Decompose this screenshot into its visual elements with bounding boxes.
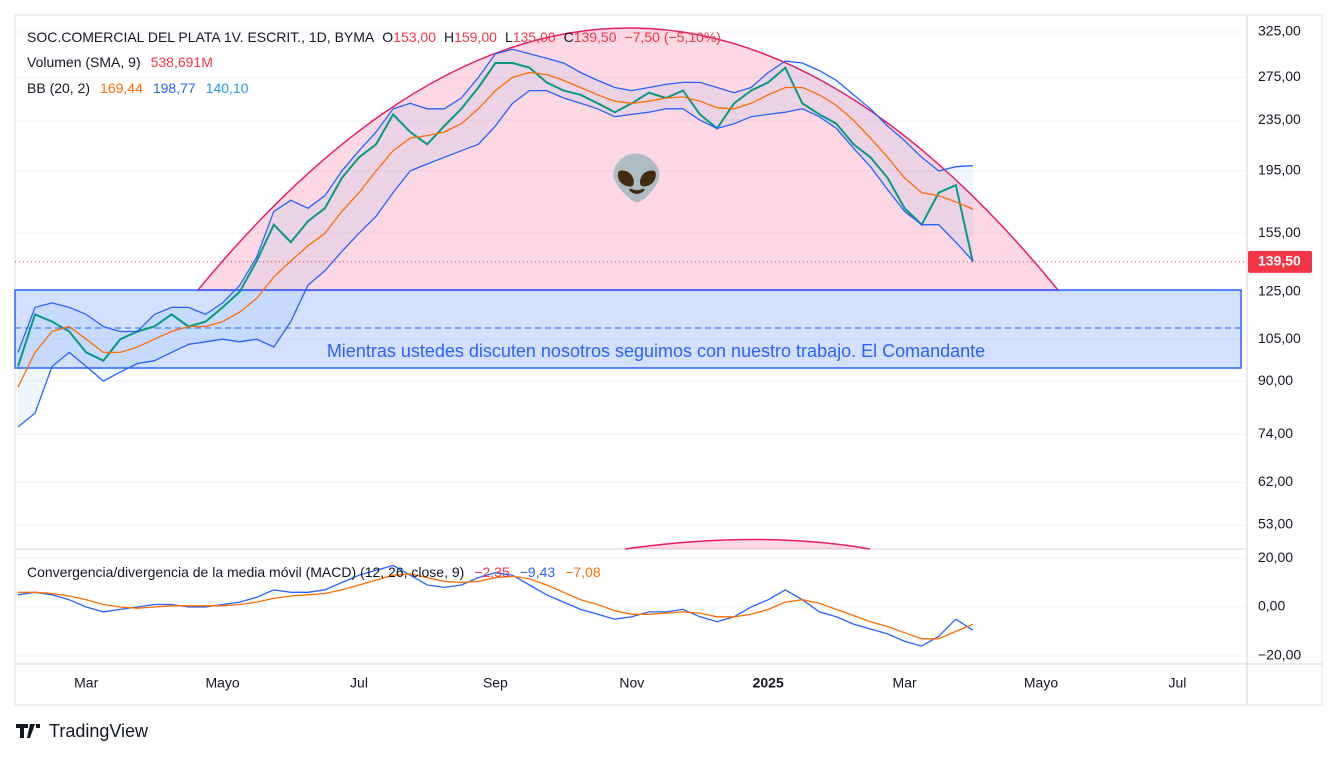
y-tick-label: 0,00 bbox=[1258, 598, 1285, 614]
x-tick-label: 2025 bbox=[753, 675, 784, 691]
x-tick-label: Jul bbox=[350, 675, 368, 691]
series-line bbox=[17, 48, 973, 353]
y-tick-label: 53,00 bbox=[1258, 516, 1293, 532]
y-tick-label: 275,00 bbox=[1258, 68, 1301, 84]
study-value: −9,43 bbox=[520, 564, 556, 580]
series-line bbox=[17, 89, 974, 428]
y-tick-label: 325,00 bbox=[1258, 23, 1301, 39]
brand: TradingView bbox=[49, 721, 149, 741]
study-value: −2,35 bbox=[474, 564, 510, 580]
ohlc-label: O bbox=[382, 29, 393, 45]
ohlc-value: 159,00 bbox=[454, 29, 497, 45]
x-tick-label: Mayo bbox=[205, 675, 239, 691]
arc-drawing bbox=[624, 538, 871, 550]
study-label: BB (20, 2) bbox=[27, 80, 90, 96]
box-drawing bbox=[14, 289, 1242, 369]
plot bbox=[15, 48, 1247, 647]
change: −7,50 (−5,10%) bbox=[625, 29, 722, 45]
x-tick-label: Jul bbox=[1168, 675, 1186, 691]
study-label: Volumen (SMA, 9) bbox=[27, 54, 141, 70]
study-value: 169,44 bbox=[100, 80, 143, 96]
y-tick-label: 90,00 bbox=[1258, 372, 1293, 388]
ohlc-value: 135,00 bbox=[513, 29, 556, 45]
y-tick-label: 62,00 bbox=[1258, 473, 1293, 489]
volume-legend: Volumen (SMA, 9) 538,691M bbox=[27, 54, 213, 70]
y-tick-label: 74,00 bbox=[1258, 425, 1293, 441]
logo: TradingView bbox=[16, 721, 149, 741]
y-tick-label: 235,00 bbox=[1258, 111, 1301, 127]
y-tick-label: −20,00 bbox=[1258, 647, 1301, 663]
y-tick-label: 155,00 bbox=[1258, 224, 1301, 240]
y-tick-label: 195,00 bbox=[1258, 162, 1301, 178]
series-line bbox=[17, 62, 974, 367]
series-line bbox=[17, 71, 974, 388]
ohlc-value: 153,00 bbox=[393, 29, 436, 45]
y-tick-label: 125,00 bbox=[1258, 282, 1301, 298]
x-tick-label: Nov bbox=[619, 675, 644, 691]
series-line bbox=[18, 573, 974, 640]
last-price-tag bbox=[1248, 250, 1312, 273]
y-tick-label: 20,00 bbox=[1258, 549, 1293, 565]
symbol: SOC.COMERCIAL DEL PLATA 1V. ESCRIT., 1D,… bbox=[27, 29, 375, 45]
study-value: 198,77 bbox=[153, 80, 196, 96]
study-label: Convergencia/divergencia de la media móv… bbox=[27, 564, 464, 580]
x-tick-label: Sep bbox=[483, 675, 508, 691]
arc-drawing bbox=[196, 27, 1060, 291]
x-tick-label: Mar bbox=[893, 675, 917, 691]
macd-legend: Convergencia/divergencia de la media móv… bbox=[27, 564, 601, 580]
study-value: 140,10 bbox=[206, 80, 249, 96]
study-value: 538,691M bbox=[151, 54, 213, 70]
y-tick-label: 105,00 bbox=[1258, 330, 1301, 346]
study-value: −7,08 bbox=[565, 564, 601, 580]
bb-legend: BB (20, 2) 169,44 198,77 140,10 bbox=[27, 80, 249, 96]
ohlc-label: H bbox=[444, 29, 454, 45]
last-price-label: 139,50 bbox=[1258, 253, 1301, 269]
legend-title: SOC.COMERCIAL DEL PLATA 1V. ESCRIT., 1D,… bbox=[27, 29, 721, 45]
ohlc-label: L bbox=[505, 29, 513, 45]
ohlc-label: C bbox=[564, 29, 574, 45]
x-tick-label: Mayo bbox=[1024, 675, 1058, 691]
bb-fill bbox=[18, 49, 973, 428]
annotation: Mientras ustedes discuten nosotros segui… bbox=[327, 341, 985, 361]
alien-icon: 👽 bbox=[610, 152, 665, 204]
x-tick-label: Mar bbox=[74, 675, 98, 691]
ohlc-value: 139,50 bbox=[574, 29, 617, 45]
frame bbox=[14, 14, 1323, 706]
